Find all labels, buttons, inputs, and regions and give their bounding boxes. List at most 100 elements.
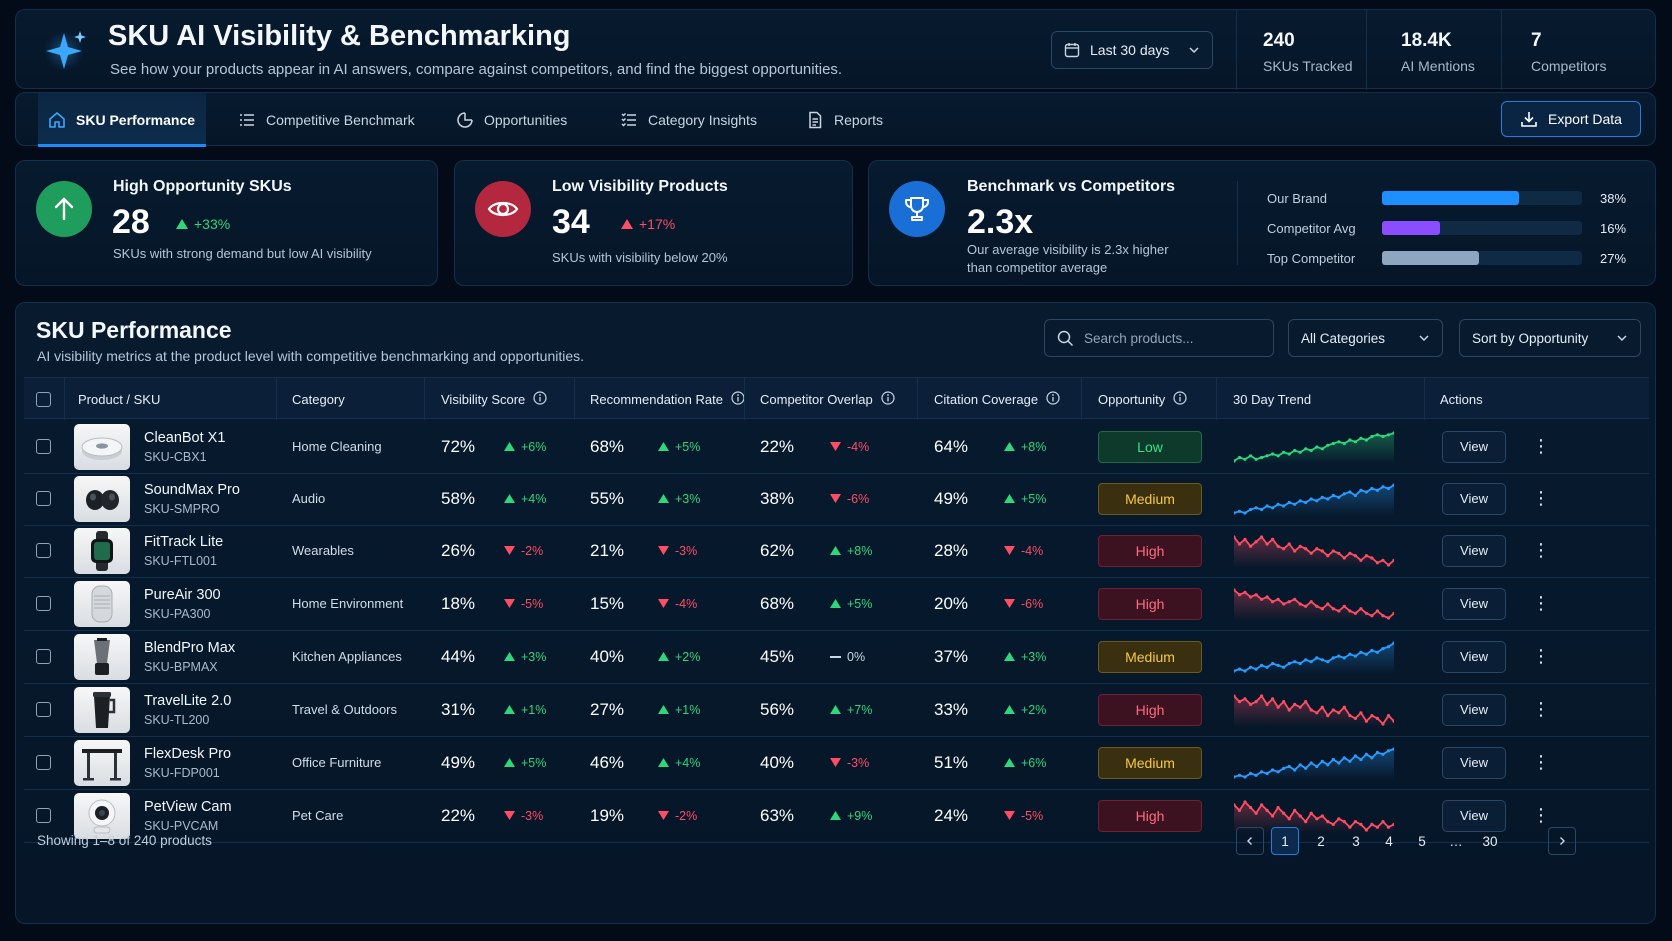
more-options-icon[interactable]: ⋮ (1532, 699, 1550, 719)
product-thumbnail (74, 629, 130, 684)
info-icon[interactable] (1046, 390, 1060, 408)
more-options-icon[interactable]: ⋮ (1532, 488, 1550, 508)
ovl-value: 56% (760, 699, 795, 719)
row-checkbox[interactable] (36, 419, 51, 474)
column-header-recommendation[interactable]: Recommendation Rate (590, 378, 745, 420)
product-sku: SKU-PA300 (144, 606, 211, 621)
row-checkbox[interactable] (36, 523, 51, 578)
product-cell[interactable]: TravelLite 2.0 SKU-TL200 (144, 682, 231, 737)
table-row[interactable]: PetView Cam SKU-PVCAM Pet Care 22% -3% 1… (24, 788, 1649, 843)
rec-change: -3% (658, 544, 697, 558)
ovl-change: 0% (830, 650, 865, 664)
more-options-icon[interactable]: ⋮ (1532, 752, 1550, 772)
tab-category-insights[interactable]: Category Insights (620, 93, 757, 147)
row-checkbox[interactable] (36, 682, 51, 737)
cit-change: -5% (1004, 809, 1043, 823)
kpi-value: 18.4K (1401, 30, 1452, 51)
date-range-select[interactable]: Last 30 days (1051, 31, 1213, 69)
row-checkbox[interactable] (36, 629, 51, 684)
view-button[interactable]: View (1442, 693, 1506, 726)
tab-reports[interactable]: Reports (806, 93, 883, 147)
view-button[interactable]: View (1442, 534, 1506, 567)
row-checkbox[interactable] (36, 788, 51, 843)
product-cell[interactable]: SoundMax Pro SKU-SMPRO (144, 471, 240, 526)
column-header-category[interactable]: Category (292, 378, 345, 420)
table-row[interactable]: SoundMax Pro SKU-SMPRO Audio 58% +4% 55%… (24, 471, 1649, 526)
product-cell[interactable]: PetView Cam SKU-PVCAM (144, 788, 232, 843)
vis-value: 72% (441, 436, 476, 456)
column-header-visibility[interactable]: Visibility Score (441, 378, 547, 420)
more-options-icon[interactable]: ⋮ (1532, 646, 1550, 666)
change-value: +5% (521, 755, 547, 770)
view-button[interactable]: View (1442, 482, 1506, 515)
prev-page-button[interactable] (1236, 827, 1264, 855)
table-row[interactable]: PureAir 300 SKU-PA300 Home Environment 1… (24, 576, 1649, 631)
product-cell[interactable]: FlexDesk Pro SKU-FDP001 (144, 735, 231, 790)
cit-value: 20% (934, 593, 969, 613)
sort-select[interactable]: Sort by Opportunity (1459, 319, 1641, 357)
view-button[interactable]: View (1442, 430, 1506, 463)
opportunity-badge: Medium (1098, 746, 1202, 779)
more-options-icon[interactable]: ⋮ (1532, 593, 1550, 613)
select-all-checkbox[interactable] (36, 378, 51, 420)
row-checkbox[interactable] (36, 471, 51, 526)
tab-competitive-benchmark[interactable]: Competitive Benchmark (238, 93, 415, 147)
product-sku: SKU-CBX1 (144, 449, 207, 464)
rec-change: +3% (658, 492, 700, 506)
product-sku: SKU-TL200 (144, 712, 210, 727)
pet-camera-icon (74, 792, 130, 839)
page-button[interactable]: 2 (1317, 833, 1325, 849)
product-cell[interactable]: FitTrack Lite SKU-FTL001 (144, 523, 223, 578)
list-check-icon (621, 112, 636, 127)
view-button[interactable]: View (1442, 799, 1506, 832)
change-value: -3% (675, 543, 698, 558)
category-filter-select[interactable]: All Categories (1288, 319, 1443, 357)
search-input[interactable]: Search products... (1044, 319, 1274, 357)
page-button[interactable]: 4 (1385, 833, 1393, 849)
column-header-product[interactable]: Product / SKU (78, 378, 160, 420)
page-button[interactable]: 1 (1271, 827, 1299, 855)
table-row[interactable]: TravelLite 2.0 SKU-TL200 Travel & Outdoo… (24, 682, 1649, 737)
more-options-icon[interactable]: ⋮ (1532, 436, 1550, 456)
tab-label: Competitive Benchmark (266, 112, 415, 128)
trend-arrow-icon (1004, 494, 1015, 503)
row-checkbox[interactable] (36, 735, 51, 790)
next-page-button[interactable] (1548, 827, 1576, 855)
tab-opportunities[interactable]: Opportunities (456, 93, 567, 147)
row-checkbox[interactable] (36, 576, 51, 631)
view-button[interactable]: View (1442, 746, 1506, 779)
table-header: Product / SKU Category Visibility Score … (24, 377, 1649, 420)
column-header-overlap[interactable]: Competitor Overlap (760, 378, 895, 420)
more-options-icon[interactable]: ⋮ (1532, 540, 1550, 560)
benchmark-bar-fill (1382, 191, 1520, 205)
rec-value: 19% (590, 805, 625, 825)
table-row[interactable]: CleanBot X1 SKU-CBX1 Home Cleaning 72% +… (24, 419, 1649, 474)
info-icon[interactable] (881, 390, 895, 408)
export-data-button[interactable]: Export Data (1501, 101, 1641, 137)
triangle-up-icon (176, 219, 188, 229)
product-cell[interactable]: BlendPro Max SKU-BPMAX (144, 629, 235, 684)
column-header-citation[interactable]: Citation Coverage (934, 378, 1060, 420)
column-header-opportunity[interactable]: Opportunity (1098, 378, 1187, 420)
tab-sku-performance[interactable]: SKU Performance (38, 93, 206, 147)
page-button[interactable]: 3 (1352, 833, 1360, 849)
benchmark-bar-fill (1382, 251, 1480, 265)
info-icon[interactable] (1173, 390, 1187, 408)
product-cell[interactable]: CleanBot X1 SKU-CBX1 (144, 419, 225, 474)
more-options-icon[interactable]: ⋮ (1532, 805, 1550, 825)
view-button[interactable]: View (1442, 640, 1506, 673)
table-row[interactable]: FlexDesk Pro SKU-FDP001 Office Furniture… (24, 735, 1649, 790)
change-value: +8% (1021, 439, 1047, 454)
page-button[interactable]: 5 (1418, 833, 1426, 849)
view-button[interactable]: View (1442, 587, 1506, 620)
table-row[interactable]: FitTrack Lite SKU-FTL001 Wearables 26% -… (24, 523, 1649, 578)
trend-arrow-icon (658, 546, 669, 555)
product-cell[interactable]: PureAir 300 SKU-PA300 (144, 576, 221, 631)
info-icon[interactable] (731, 390, 745, 408)
column-label: Recommendation Rate (590, 391, 723, 407)
page-button[interactable]: … (1449, 833, 1463, 849)
product-name: PetView Cam (144, 798, 232, 815)
table-row[interactable]: BlendPro Max SKU-BPMAX Kitchen Appliance… (24, 629, 1649, 684)
info-icon[interactable] (533, 390, 547, 408)
page-button[interactable]: 30 (1482, 833, 1498, 849)
